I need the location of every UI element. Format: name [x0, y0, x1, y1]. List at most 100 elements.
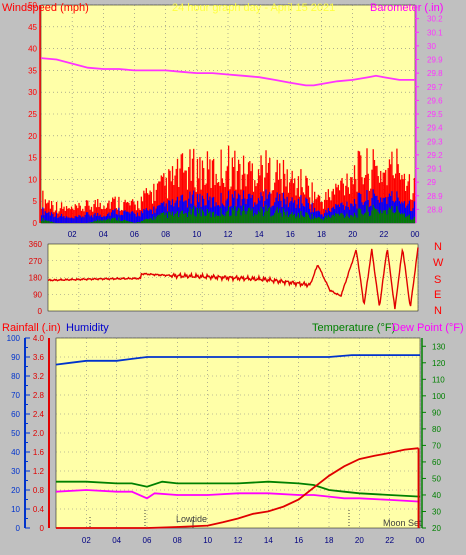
wind-x-tick-label: 08	[161, 230, 170, 239]
barometer-tick-label: 30	[427, 42, 436, 51]
rain-tick-label: 3.2	[33, 372, 45, 381]
wind-tick-label: 20	[28, 132, 37, 141]
wind-x-tick-label: 18	[317, 230, 326, 239]
direction-label-east: E	[434, 289, 441, 301]
wind-x-tick-label: 14	[255, 230, 264, 239]
moonset-annotation: Moon Set	[383, 518, 422, 528]
temperature-tick-label: 100	[432, 392, 446, 401]
rain-tick-label: 1.6	[33, 448, 45, 457]
barometer-axis-title: Barometer (.in)	[370, 2, 443, 14]
barometer-tick-label: 29.8	[427, 69, 443, 78]
direction-tick-label: 90	[33, 290, 42, 299]
humidity-tick-label: 90	[11, 353, 20, 362]
barometer-tick-label: 29.9	[427, 56, 443, 65]
rainfall-axis-title: Rainfall (.in)	[2, 322, 61, 334]
wind-tick-label: 10	[28, 175, 37, 184]
direction-label-west: W	[433, 257, 444, 269]
direction-tick-label: 0	[38, 307, 43, 316]
humidity-tick-label: 100	[7, 334, 21, 343]
wind-x-tick-label: 04	[99, 230, 108, 239]
humidity-line	[55, 354, 420, 366]
dewpoint-axis-title: Dew Point (°F)	[392, 322, 464, 334]
barometer-tick-label: 29	[427, 178, 436, 187]
temperature-axis-title: Temperature (°F)	[312, 322, 395, 334]
rain-tick-label: 2.8	[33, 391, 45, 400]
humidity-tick-label: 30	[11, 467, 20, 476]
barometer-tick-label: 29.5	[427, 110, 443, 119]
rain-x-tick-label: 18	[325, 536, 334, 545]
barometer-tick-label: 28.8	[427, 205, 443, 214]
rain-x-tick-label: 08	[173, 536, 182, 545]
wind-tick-label: 15	[28, 154, 37, 163]
chart-marks: 0 5 10 15 20 25 30 35 40 45 50 28.8 28.9 29 29.1 29.2 29…	[7, 1, 446, 545]
rain-x-tick-label: 06	[143, 536, 152, 545]
temperature-tick-label: 60	[432, 458, 441, 467]
temperature-tick-label: 130	[432, 342, 446, 351]
barometer-tick-label: 29.6	[427, 96, 443, 105]
rain-x-tick-label: 12	[234, 536, 243, 545]
rain-tick-label: 2.0	[33, 429, 45, 438]
barometer-tick-label: 29.3	[427, 137, 443, 146]
wind-x-tick-label: 10	[192, 230, 201, 239]
barometer-line	[40, 57, 415, 87]
rain-tick-label: 3.6	[33, 353, 45, 362]
temperature-tick-label: 70	[432, 441, 441, 450]
rainfall-line	[56, 447, 419, 529]
temperature-tick-label: 40	[432, 491, 441, 500]
wind-tick-label: 25	[28, 110, 37, 119]
dewpoint-line	[55, 489, 421, 503]
rain-x-tick-label: 00	[416, 536, 425, 545]
temperature-tick-label: 30	[432, 507, 441, 516]
barometer-tick-label: 30.1	[427, 28, 443, 37]
wind-x-tick-label: 22	[379, 230, 388, 239]
barometer-tick-label: 29.1	[427, 165, 443, 174]
rain-x-tick-label: 02	[82, 536, 91, 545]
temperature-line	[56, 480, 421, 498]
rain-x-tick-label: 16	[294, 536, 303, 545]
temperature-tick-label: 20	[432, 524, 441, 533]
temperature-tick-label: 50	[432, 474, 441, 483]
humidity-tick-label: 60	[11, 410, 20, 419]
rain-tick-label: 2.4	[33, 410, 45, 419]
temperature-tick-label: 120	[432, 359, 446, 368]
direction-tick-label: 270	[29, 257, 43, 266]
wind-x-tick-label: 20	[348, 230, 357, 239]
rain-tick-label: 0	[40, 524, 45, 533]
rain-x-tick-label: 22	[385, 536, 394, 545]
barometer-tick-label: 29.7	[427, 83, 443, 92]
rain-x-tick-label: 14	[264, 536, 273, 545]
rain-tick-label: 0.8	[33, 486, 45, 495]
wind-tick-label: 45	[28, 23, 37, 32]
barometer-tick-label: 30.2	[427, 15, 443, 24]
temperature-tick-label: 110	[432, 375, 445, 384]
humidity-axis-title: Humidity	[66, 322, 109, 334]
rain-x-tick-label: 04	[112, 536, 121, 545]
humidity-tick-label: 20	[11, 486, 20, 495]
direction-line	[47, 247, 419, 310]
barometer-tick-label: 29.2	[427, 151, 443, 160]
direction-label-north-bottom: N	[434, 305, 442, 317]
wind-tick-label: 35	[28, 66, 37, 75]
rain-tick-label: 4.0	[33, 334, 45, 343]
barometer-tick-label: 28.9	[427, 192, 443, 201]
chart-title: 24 hour graph day - April 15 2021	[172, 2, 335, 14]
wind-x-tick-label: 06	[130, 230, 139, 239]
temperature-tick-label: 80	[432, 425, 441, 434]
wind-x-tick-label: 00	[411, 230, 420, 239]
temperature-tick-label: 90	[432, 408, 441, 417]
wind-tick-label: 50	[28, 1, 37, 10]
rain-tick-label: 0.4	[33, 505, 45, 514]
rain-x-tick-label: 10	[203, 536, 212, 545]
direction-tick-label: 180	[29, 274, 43, 283]
humidity-tick-label: 0	[16, 524, 21, 533]
humidity-tick-label: 50	[11, 429, 20, 438]
rain-x-tick-label: 20	[355, 536, 364, 545]
lowtide-annotation: Lowtide	[176, 514, 207, 524]
rain-tick-label: 1.2	[33, 467, 45, 476]
direction-label-south: S	[434, 274, 441, 286]
wind-x-tick-label: 12	[224, 230, 233, 239]
humidity-tick-label: 80	[11, 372, 20, 381]
wind-tick-label: 40	[28, 45, 37, 54]
